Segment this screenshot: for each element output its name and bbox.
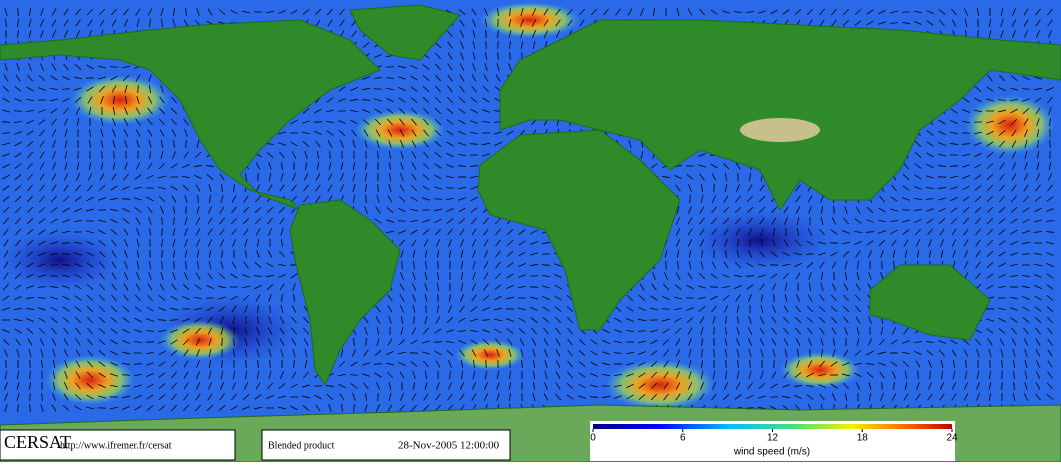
colorbar-tick-label: 6 [680, 433, 686, 444]
wind-arrow [270, 360, 271, 368]
strong-wind [455, 340, 525, 370]
strong-wind [45, 355, 135, 405]
calm-area [0, 230, 120, 290]
wind-arrow [434, 199, 442, 200]
colorbar-tick-label: 0 [590, 433, 596, 444]
wind-arrow [246, 360, 247, 368]
date: 28-Nov-2005 12:00:00 [398, 440, 500, 452]
wind-arrow [966, 360, 967, 368]
colorbar-label: wind speed (m/s) [733, 447, 810, 458]
wind-arrow [690, 195, 691, 203]
colorbar-tick-label: 24 [946, 433, 958, 444]
colorbar [593, 424, 952, 429]
wind-arrow [714, 338, 715, 346]
wind-arrow [102, 151, 103, 159]
wind-arrow [902, 12, 910, 13]
wind-arrow [62, 89, 70, 90]
wind-arrow [486, 30, 487, 38]
strong-wind [780, 352, 860, 388]
wind-arrow [930, 371, 931, 379]
product: Blended product [268, 440, 335, 451]
wind-arrow [414, 316, 415, 324]
wind-arrow [314, 386, 322, 387]
strong-wind [70, 75, 170, 125]
wind-arrow [486, 41, 487, 49]
wind-arrow [750, 239, 751, 247]
wind-arrow [714, 327, 715, 335]
wind-arrow [398, 221, 406, 222]
wind-arrow [834, 206, 835, 214]
wind-arrow [882, 382, 883, 390]
wind-arrow [770, 397, 778, 398]
strong-wind [480, 2, 580, 38]
colorbar-tick-label: 12 [767, 433, 779, 444]
colorbar-tick-label: 18 [857, 433, 869, 444]
url: http://www.ifremer.fr/cersat [60, 440, 172, 451]
strong-wind [965, 95, 1055, 155]
strong-wind [160, 320, 240, 360]
tibet [740, 118, 820, 142]
wind-arrow [806, 254, 814, 255]
calm-area [690, 210, 830, 270]
